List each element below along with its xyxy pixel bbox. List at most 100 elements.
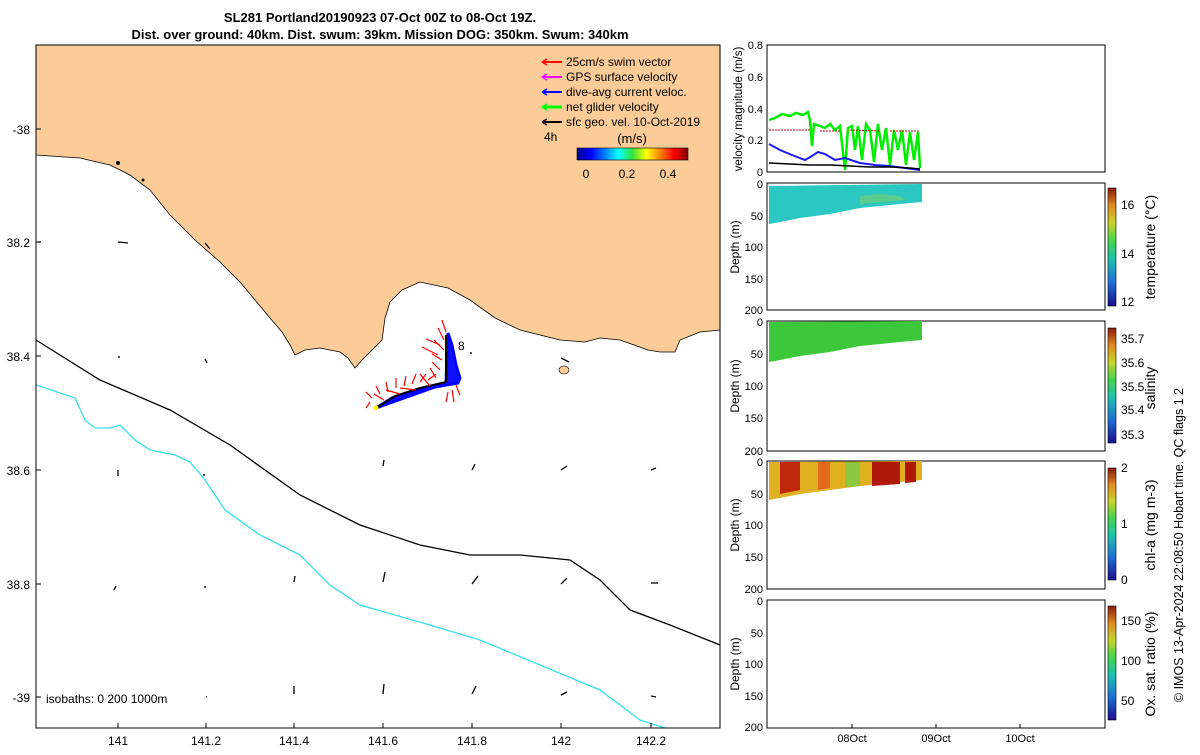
depth-tick: 100 [745, 242, 763, 254]
vel-tick: 0.6 [748, 72, 763, 84]
depth-tick: 50 [751, 628, 763, 640]
temperature-panel: temperature (°C) 12 14 16 [766, 182, 1158, 311]
lat-tick-label: 38.6 [7, 464, 31, 478]
oxygen-panel: Ox. sat. ratio (%) 50 100 150 [766, 599, 1158, 729]
ox-cb-tick: 150 [1121, 614, 1141, 628]
lat-tick-label: -38 [13, 123, 31, 137]
lat-tick-label: 38.8 [7, 578, 31, 592]
map-legend: 25cm/s swim vector GPS surface velocity … [541, 55, 700, 181]
ox-cb-tick: 50 [1121, 694, 1135, 708]
sal-cb-tick: 35.4 [1121, 403, 1145, 417]
sal-cb-tick: 35.5 [1121, 380, 1145, 394]
depth-tick: 150 [745, 552, 763, 564]
legend-age-label: 4h [544, 130, 557, 144]
lon-tick-label: 141.8 [457, 734, 487, 748]
oxygen-label: Ox. sat. ratio (%) [1142, 611, 1158, 716]
sal-cb-tick: 35.7 [1121, 332, 1145, 346]
temperature-label: temperature (°C) [1142, 195, 1158, 299]
lon-tick-label: 141.2 [191, 734, 221, 748]
vel-tick: 0.2 [748, 135, 763, 147]
speed-colorbar [576, 147, 689, 161]
colorbar-tick: 0.2 [619, 167, 636, 181]
temp-cb-tick: 12 [1121, 295, 1135, 309]
lon-tick-label: 141 [108, 734, 128, 748]
legend-gps-velocity: GPS surface velocity [566, 70, 677, 84]
depth-tick: 50 [751, 489, 763, 501]
lon-tick-label: 141.4 [279, 734, 309, 748]
chla-cb-tick: 0 [1121, 573, 1128, 587]
lon-tick-label: 141.6 [368, 734, 398, 748]
sal-cb-tick: 35.6 [1121, 356, 1145, 370]
swim-vector-series [769, 129, 920, 132]
chla-label: chl-a (mg m-3) [1142, 479, 1158, 570]
time-tick: 10Oct [1005, 733, 1034, 745]
velocity-panel: 0 0.2 0.4 0.6 0.8 velocity magnitude (m/… [733, 40, 1106, 179]
figure-title-line1: SL281 Portland20190923 07-Oct 00Z to 08-… [224, 10, 536, 25]
legend-swim-vector: 25cm/s swim vector [566, 55, 671, 69]
depth-tick: 200 [745, 584, 763, 596]
surface-geostrophic-vectors [38, 241, 658, 698]
footer-credit: © IMOS 13-Apr-2024 22:08:50 Hobart time.… [1172, 388, 1186, 702]
isobath-200m [36, 339, 720, 646]
salinity-section [769, 321, 922, 362]
glider-track [365, 319, 462, 411]
time-axis: 08Oct 09Oct 10Oct [837, 733, 1034, 745]
legend-dive-avg-current: dive-avg current veloc. [566, 85, 687, 99]
depth-tick: 100 [745, 381, 763, 393]
chla-cb-tick: 1 [1121, 517, 1128, 531]
lon-tick-label: 142.2 [636, 734, 666, 748]
salinity-panel: salinity 35.3 35.4 35.5 35.6 35.7 [766, 320, 1158, 452]
depth-tick: 150 [745, 274, 763, 286]
map-panel: 8 -38 38.2 38.4 38.6 38.8 -39 141 141.2 … [7, 44, 721, 748]
depth-ylabel: Depth (m) [728, 359, 742, 412]
ox-cb-tick: 100 [1121, 654, 1141, 668]
depth-tick: 100 [745, 520, 763, 532]
land-coastline [36, 45, 720, 369]
sal-cb-tick: 35.3 [1121, 428, 1145, 442]
net-glider-velocity-series [768, 110, 922, 171]
lat-tick-label: 38.2 [7, 236, 31, 250]
lat-tick-label: -39 [13, 691, 31, 705]
chla-panel: chl-a (mg m-3) 0 1 2 [766, 460, 1158, 590]
depth-ylabel: Depth (m) [728, 637, 742, 690]
temp-cb-tick: 14 [1121, 247, 1135, 261]
isobath-1000m [36, 384, 666, 728]
depth-tick: 0 [757, 179, 763, 191]
lat-tick-label: 38.4 [7, 350, 31, 364]
track-label: 8 [458, 339, 465, 353]
temp-cb-tick: 16 [1121, 198, 1135, 212]
sfc-geo-velocity-series [768, 162, 921, 170]
depth-tick: 0 [757, 317, 763, 329]
depth-tick: 0 [757, 457, 763, 469]
legend-net-glider-velocity: net glider velocity [566, 100, 659, 114]
depth-tick: 200 [745, 446, 763, 458]
vel-tick: 0.8 [748, 40, 763, 52]
lon-tick-label: 142 [551, 734, 571, 748]
colorbar-tick: 0.4 [660, 167, 677, 181]
colorbar-title: (m/s) [617, 131, 647, 146]
depth-tick: 50 [751, 211, 763, 223]
depth-tick: 200 [745, 722, 763, 734]
colorbar-tick: 0 [583, 167, 590, 181]
longitude-axis: 141 141.2 141.4 141.6 141.8 142 142.2 [108, 734, 666, 748]
latitude-axis: -38 38.2 38.4 38.6 38.8 -39 [7, 123, 31, 705]
depth-ylabel: Depth (m) [728, 498, 742, 551]
depth-tick: 0 [757, 596, 763, 608]
depth-tick: 50 [751, 349, 763, 361]
chla-cb-tick: 2 [1121, 461, 1128, 475]
vel-tick: 0 [757, 167, 763, 179]
figure-title-line2: Dist. over ground: 40km. Dist. swum: 39k… [131, 27, 628, 42]
vel-tick: 0.4 [748, 104, 763, 116]
legend-sfc-geo-velocity: sfc geo. vel. 10-Oct-2019 [566, 115, 700, 129]
depth-tick: 150 [745, 413, 763, 425]
time-tick: 09Oct [921, 733, 950, 745]
depth-tick: 200 [745, 305, 763, 317]
time-tick: 08Oct [837, 733, 866, 745]
temperature-section [769, 184, 922, 224]
depth-tick: 100 [745, 659, 763, 671]
depth-tick: 150 [745, 691, 763, 703]
isobath-label: isobaths: 0 200 1000m [46, 692, 167, 706]
dive-avg-current-series [768, 143, 921, 171]
salinity-label: salinity [1142, 367, 1158, 410]
